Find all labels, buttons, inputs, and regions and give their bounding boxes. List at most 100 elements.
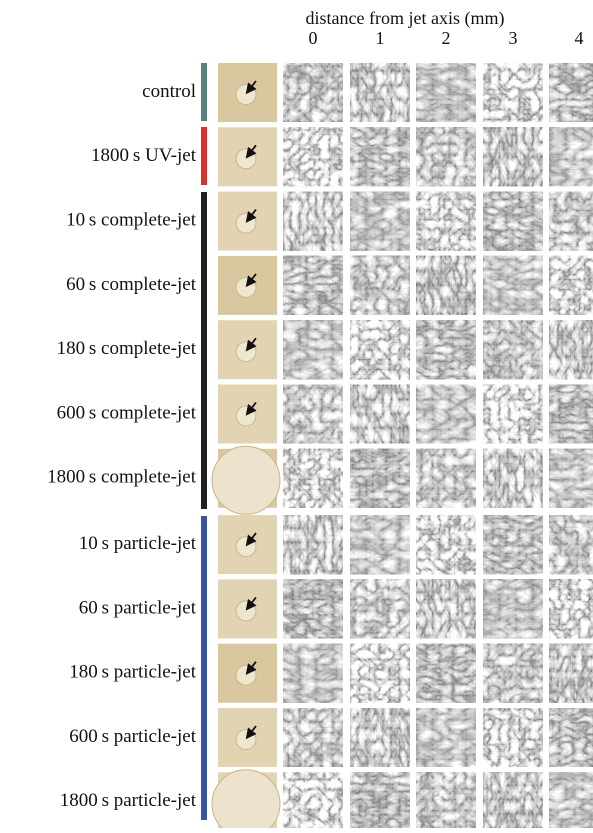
column-label: 4 (575, 28, 584, 48)
group-bar (201, 127, 207, 185)
sample-photo (212, 446, 280, 514)
sem-image (350, 515, 410, 574)
sem-image (416, 63, 476, 122)
sample-photo (218, 515, 277, 574)
sem-image (283, 644, 343, 703)
sem-image (483, 385, 543, 444)
treated-spot (236, 601, 256, 621)
sem-image (283, 385, 343, 444)
treated-spot (212, 446, 280, 514)
treated-spot (236, 85, 256, 105)
treated-spot (236, 277, 256, 297)
sem-image (283, 320, 343, 379)
sem-image (350, 449, 410, 508)
sem-image (350, 320, 410, 379)
sem-image (416, 256, 476, 315)
sem-image (283, 449, 343, 508)
page: {"header": {"title": "distance from jet … (0, 0, 593, 828)
sample-photo (218, 256, 277, 315)
sample-photo (218, 127, 277, 186)
row-label: 60 s complete-jet (66, 274, 197, 295)
sem-image (283, 772, 343, 828)
row-label: 60 s particle-jet (79, 597, 197, 618)
sem-image (350, 708, 410, 767)
row-label: 600 s particle-jet (69, 726, 196, 747)
sem-image (283, 127, 343, 186)
sem-image (416, 320, 476, 379)
treated-spot (236, 213, 256, 233)
group-bar (201, 63, 207, 121)
sem-image (549, 320, 593, 379)
column-label: 2 (442, 28, 451, 48)
sem-image (416, 449, 476, 508)
sem-image (549, 708, 593, 767)
sem-image (549, 192, 593, 251)
sem-image (483, 63, 543, 122)
sem-image (283, 708, 343, 767)
column-label: 3 (509, 28, 518, 48)
treated-spot (236, 149, 256, 169)
sem-image (350, 644, 410, 703)
sem-image (416, 385, 476, 444)
sem-image (350, 127, 410, 186)
sem-image (483, 127, 543, 186)
row-label: 600 s complete-jet (57, 402, 197, 423)
sample-photo (218, 708, 277, 767)
row-label: 1800 s complete-jet (47, 467, 197, 488)
sem-image (350, 579, 410, 638)
group-bar (201, 192, 207, 509)
row-label: control (142, 81, 196, 102)
row-label: 1800 s particle-jet (60, 790, 197, 811)
column-label: 1 (376, 28, 385, 48)
sem-image (416, 192, 476, 251)
sem-image (483, 256, 543, 315)
sem-image (283, 515, 343, 574)
sem-image (416, 772, 476, 828)
sem-image (350, 63, 410, 122)
treated-spot (236, 537, 256, 557)
sample-photo (212, 770, 280, 828)
treated-spot (236, 342, 256, 362)
sem-image (483, 449, 543, 508)
sem-image (350, 192, 410, 251)
sem-image (549, 579, 593, 638)
sem-image (350, 256, 410, 315)
sem-image (483, 320, 543, 379)
treated-spot (236, 665, 256, 685)
sem-image (483, 708, 543, 767)
row-label: 180 s particle-jet (69, 662, 196, 683)
sem-image (416, 644, 476, 703)
sem-image (283, 579, 343, 638)
figure: distance from jet axis (mm) 01234control… (0, 0, 593, 828)
sem-image (483, 772, 543, 828)
sem-image (283, 256, 343, 315)
sem-image (549, 644, 593, 703)
group-bar (201, 516, 207, 820)
sem-image (483, 192, 543, 251)
sample-photo (218, 63, 277, 122)
row-label: 10 s particle-jet (79, 533, 197, 554)
sem-image (549, 256, 593, 315)
row-label: 10 s complete-jet (66, 209, 197, 230)
sem-image (283, 63, 343, 122)
sem-image (350, 772, 410, 828)
sample-photo (218, 320, 277, 379)
sem-image (549, 449, 593, 508)
sample-photo (218, 644, 277, 703)
sem-image (283, 192, 343, 251)
sem-image (549, 127, 593, 186)
sem-image (483, 644, 543, 703)
sem-image (549, 63, 593, 122)
sample-photo (218, 192, 277, 251)
sem-image (416, 708, 476, 767)
sem-image (416, 515, 476, 574)
sem-image (416, 579, 476, 638)
sem-image (416, 127, 476, 186)
sem-image (549, 515, 593, 574)
sem-image (483, 515, 543, 574)
sample-photo (218, 385, 277, 444)
treated-spot (236, 406, 256, 426)
sem-image (350, 385, 410, 444)
row-label: 1800 s UV-jet (91, 145, 197, 166)
sem-image (549, 385, 593, 444)
